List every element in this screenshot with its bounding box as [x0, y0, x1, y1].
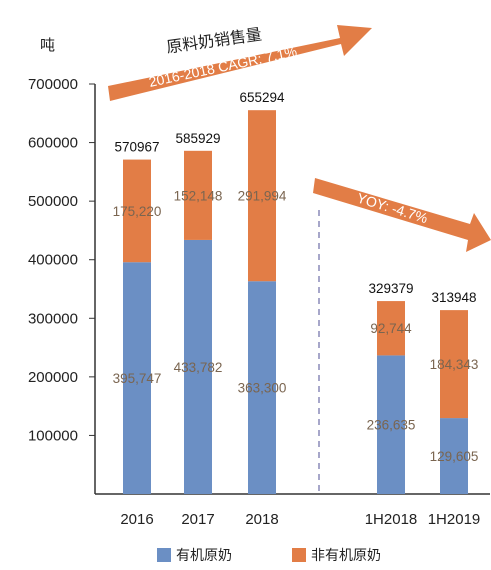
yoy-arrow: YOY: -4.7%	[313, 178, 491, 252]
total-label: 570967	[114, 140, 159, 155]
y-tick-label: 700000	[28, 76, 78, 93]
x-tick-label: 2018	[245, 511, 278, 528]
y-tick-label: 400000	[28, 252, 78, 269]
bar-organic	[377, 355, 405, 494]
y-tick-label: 300000	[28, 310, 78, 327]
legend-label-organic: 有机原奶	[176, 548, 232, 564]
data-label-nonorganic: 184,343	[430, 357, 479, 372]
legend-swatch-nonorganic	[292, 548, 306, 562]
data-label-organic: 433,782	[174, 360, 223, 375]
data-label-nonorganic: 291,994	[238, 189, 287, 204]
y-tick-label: 200000	[28, 369, 78, 386]
data-label-organic: 363,300	[238, 381, 287, 396]
legend-label-nonorganic: 非有机原奶	[311, 548, 381, 564]
x-tick-label: 2017	[181, 511, 214, 528]
yoy-arrow-shape	[313, 178, 491, 252]
x-tick-label: 1H2018	[365, 511, 418, 528]
data-label-organic: 395,747	[113, 371, 162, 386]
data-label-nonorganic: 175,220	[113, 204, 162, 219]
bar-organic	[123, 262, 151, 494]
data-label-organic: 129,605	[430, 449, 479, 464]
bar-nonorganic	[123, 159, 151, 263]
legend: 有机原奶 非有机原奶	[157, 548, 381, 564]
y-tick-label: 600000	[28, 135, 78, 152]
bar-organic	[248, 281, 276, 494]
legend-swatch-organic	[157, 548, 171, 562]
total-label: 585929	[175, 131, 220, 146]
y-tick-label: 100000	[28, 427, 78, 444]
bar-nonorganic	[184, 150, 212, 240]
data-label-organic: 236,635	[367, 418, 416, 433]
x-tick-label: 1H2019	[428, 511, 481, 528]
y-unit-label: 吨	[40, 36, 55, 54]
data-label-nonorganic: 152,148	[174, 188, 223, 203]
bar-nonorganic	[440, 310, 468, 419]
data-label-nonorganic: 92,744	[370, 321, 412, 336]
bar-organic	[440, 418, 468, 494]
total-label: 329379	[368, 281, 413, 296]
bar-nonorganic	[377, 301, 405, 356]
total-label: 313948	[431, 290, 476, 305]
total-label: 655294	[239, 90, 285, 105]
y-tick-label: 500000	[28, 193, 78, 210]
bar-nonorganic	[248, 110, 276, 282]
cagr-arrow-shape	[108, 25, 372, 101]
bar-organic	[184, 239, 212, 494]
x-tick-label: 2016	[120, 511, 153, 528]
yoy-annotation: YOY: -4.7%	[355, 190, 430, 227]
